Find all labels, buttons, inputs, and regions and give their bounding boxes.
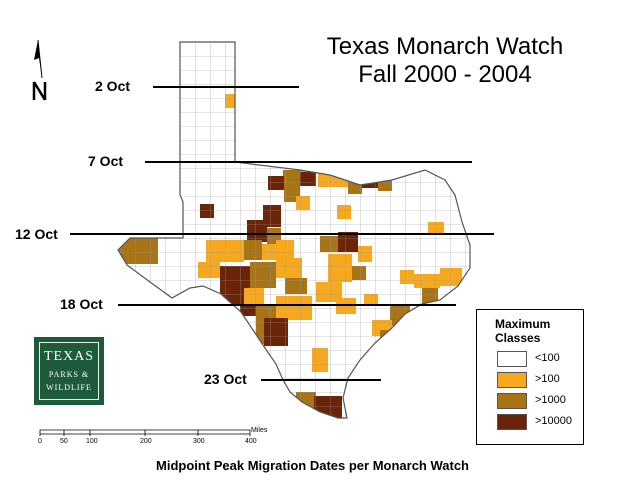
map-title-line2: Fall 2000 - 2004 bbox=[358, 61, 532, 88]
date-label-2oct: 2 Oct bbox=[95, 78, 131, 94]
scale-tick-label: 200 bbox=[140, 438, 152, 445]
date-line-12oct bbox=[70, 233, 494, 235]
date-line-23oct bbox=[261, 379, 381, 381]
legend-swatch bbox=[497, 393, 527, 409]
map-legend: Maximum Classes <100 >100 >1000 >10000 bbox=[476, 309, 584, 445]
logo-text-line2: PARKS & bbox=[48, 370, 90, 379]
date-line-7oct bbox=[145, 161, 472, 163]
north-arrow-icon bbox=[32, 39, 47, 101]
legend-label: >10000 bbox=[535, 415, 573, 427]
date-label-18oct: 18 Oct bbox=[60, 296, 103, 312]
date-label-7oct: 7 Oct bbox=[88, 153, 124, 169]
map-title-line1: Texas Monarch Watch bbox=[326, 33, 564, 60]
scale-tick-label: 50 bbox=[60, 438, 68, 445]
legend-swatch bbox=[497, 372, 527, 388]
date-line-18oct bbox=[118, 304, 456, 306]
date-line-2oct bbox=[153, 86, 299, 88]
logo-frame: TEXAS PARKS & WILDLIFE bbox=[39, 342, 99, 400]
scale-tick-label: 400 bbox=[245, 438, 257, 445]
legend-label: >100 bbox=[535, 373, 560, 385]
scale-tick-label: 300 bbox=[193, 438, 205, 445]
scale-unit-label: Miles bbox=[251, 427, 268, 434]
logo-text-line3: WILDLIFE bbox=[46, 383, 92, 392]
scale-tick-label: 100 bbox=[86, 438, 98, 445]
legend-label: <100 bbox=[535, 352, 560, 364]
legend-swatch bbox=[497, 414, 527, 430]
date-label-23oct: 23 Oct bbox=[204, 371, 247, 387]
texas-parks-wildlife-logo: TEXAS PARKS & WILDLIFE bbox=[34, 337, 104, 405]
legend-label: >1000 bbox=[535, 394, 566, 406]
legend-title: Maximum Classes bbox=[495, 317, 551, 345]
scale-tick-label: 0 bbox=[38, 438, 42, 445]
texas-border bbox=[117, 41, 471, 419]
legend-swatch bbox=[497, 351, 527, 367]
map-footer-title: Midpoint Peak Migration Dates per Monarc… bbox=[156, 458, 469, 473]
date-label-12oct: 12 Oct bbox=[15, 226, 58, 242]
logo-text-line1: TEXAS bbox=[43, 349, 95, 364]
